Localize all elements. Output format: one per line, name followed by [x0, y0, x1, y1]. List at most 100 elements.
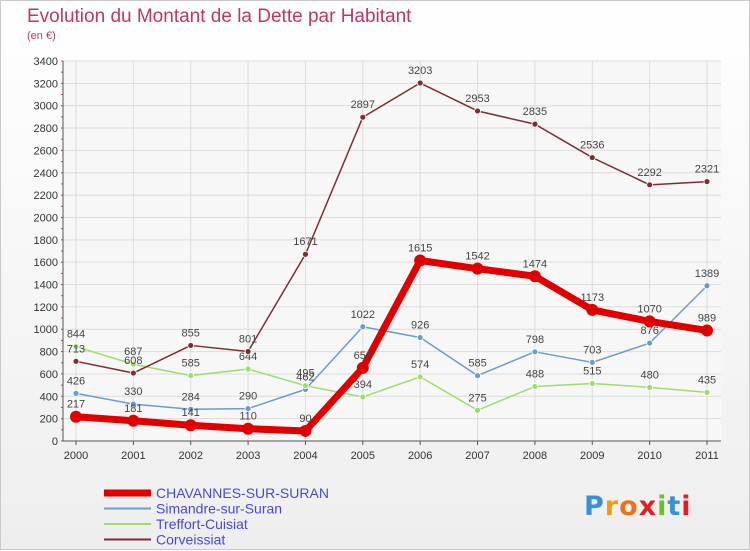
- x-tick-label: 2002: [178, 450, 202, 462]
- y-tick-label: 1400: [34, 280, 58, 292]
- data-label: 275: [468, 392, 486, 404]
- data-point: [474, 372, 481, 380]
- data-point: [416, 79, 424, 87]
- logo-letter: t: [667, 491, 682, 522]
- data-label: 713: [67, 343, 85, 355]
- data-label: 1389: [695, 268, 719, 280]
- data-point: [359, 323, 367, 331]
- data-label: 284: [182, 391, 200, 403]
- x-tick-label: 2003: [236, 450, 260, 462]
- data-label: 462: [296, 371, 314, 383]
- data-point: [474, 406, 481, 414]
- data-point: [72, 357, 80, 365]
- data-label: 844: [67, 329, 85, 341]
- data-point: [244, 348, 252, 355]
- x-tick-label: 2005: [351, 450, 375, 462]
- data-point: [302, 250, 309, 258]
- data-label: 1474: [523, 258, 547, 270]
- data-label: 1173: [580, 292, 604, 304]
- data-point: [187, 372, 195, 380]
- data-point: [72, 343, 80, 351]
- data-label: 1070: [637, 303, 661, 315]
- x-tick-label: 2004: [293, 450, 317, 462]
- x-tick-label: 2011: [695, 450, 719, 462]
- data-label: 926: [411, 320, 429, 332]
- data-point: [646, 181, 654, 189]
- data-point: [471, 262, 484, 275]
- data-label: 654: [354, 350, 372, 362]
- series-line-simandre-sur-suran: [75, 285, 708, 411]
- data-label: 989: [698, 312, 716, 324]
- logo-letter: i: [657, 491, 668, 522]
- y-tick-label: 0: [52, 436, 58, 448]
- data-point: [703, 178, 711, 185]
- data-point: [244, 405, 252, 412]
- data-point: [70, 410, 82, 423]
- data-point: [184, 419, 197, 432]
- legend-label: CHAVANNES-SUR-SURAN: [156, 485, 329, 501]
- logo-letter: x: [638, 491, 658, 522]
- data-label: 2835: [523, 106, 547, 118]
- data-point: [244, 365, 252, 373]
- data-point: [588, 359, 596, 366]
- data-label: 480: [640, 369, 658, 381]
- data-label: 2897: [351, 99, 375, 111]
- y-tick-label: 2600: [34, 145, 58, 157]
- data-label: 141: [182, 407, 200, 419]
- data-label: 290: [239, 391, 257, 403]
- data-label: 181: [124, 403, 142, 415]
- data-point: [127, 414, 140, 427]
- data-label: 585: [182, 358, 200, 370]
- data-point: [531, 120, 539, 128]
- data-point: [703, 282, 711, 290]
- logo-letter: i: [681, 491, 692, 522]
- data-label: 644: [239, 351, 257, 363]
- data-label: 1671: [293, 236, 317, 248]
- data-label: 801: [239, 333, 257, 345]
- data-label: 2292: [637, 167, 661, 179]
- data-label: 515: [583, 365, 601, 377]
- data-point: [129, 400, 137, 408]
- data-label: 855: [182, 327, 200, 339]
- data-label: 876: [640, 325, 658, 337]
- logo-letter: o: [619, 491, 639, 522]
- y-tick-label: 1800: [34, 235, 58, 247]
- chart-title: Evolution du Montant de la Dette par Hab…: [27, 6, 412, 27]
- data-label: 1542: [465, 251, 489, 263]
- x-tick-label: 2008: [523, 450, 547, 462]
- y-tick-label: 3400: [34, 56, 58, 68]
- x-tick-label: 2000: [64, 450, 88, 462]
- y-tick-label: 2000: [34, 212, 58, 224]
- data-point: [531, 383, 539, 390]
- data-point: [416, 334, 424, 341]
- y-tick-label: 400: [40, 391, 58, 403]
- data-label: 488: [526, 368, 544, 380]
- data-label: 435: [698, 374, 716, 386]
- data-point: [414, 254, 427, 267]
- y-tick-label: 2400: [34, 168, 58, 180]
- y-tick-label: 200: [40, 414, 58, 426]
- y-tick-label: 3000: [34, 101, 58, 113]
- data-point: [187, 405, 195, 413]
- x-tick-label: 2007: [465, 450, 489, 462]
- data-point: [646, 339, 654, 347]
- x-tick-label: 2006: [408, 450, 432, 462]
- data-label: 3203: [408, 65, 432, 77]
- data-label: 574: [411, 359, 429, 371]
- data-point: [129, 360, 137, 368]
- data-point: [643, 315, 656, 328]
- data-label: 608: [124, 355, 142, 367]
- data-label: 585: [468, 358, 486, 370]
- data-point: [586, 303, 599, 316]
- x-tick-label: 2001: [121, 450, 145, 462]
- legend-label: Treffort-Cuisiat: [156, 516, 248, 532]
- data-label: 703: [583, 344, 601, 356]
- data-label: 687: [124, 346, 142, 358]
- legend-label: Corveissiat: [156, 532, 225, 548]
- y-tick-label: 1200: [34, 302, 58, 314]
- y-tick-label: 2800: [34, 123, 58, 135]
- data-point: [703, 388, 711, 396]
- data-point: [588, 380, 596, 387]
- y-tick-label: 3200: [34, 78, 58, 90]
- data-label: 394: [354, 379, 372, 391]
